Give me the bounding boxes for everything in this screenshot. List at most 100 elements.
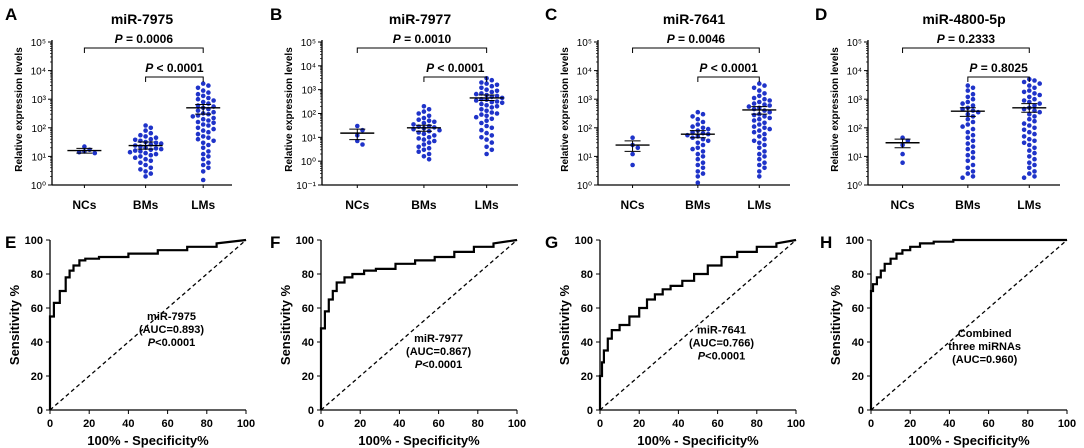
y-tick-label: 10⁴ xyxy=(301,62,316,73)
data-point xyxy=(92,150,98,156)
data-point xyxy=(1032,169,1037,174)
data-point xyxy=(484,130,489,136)
data-point xyxy=(762,154,767,159)
data-point xyxy=(1021,175,1027,180)
data-point xyxy=(1021,127,1027,133)
data-point xyxy=(206,160,211,165)
y-tick-label: 10⁰ xyxy=(301,157,316,168)
data-point xyxy=(1032,103,1037,108)
data-point xyxy=(148,147,154,153)
panel-letter: E xyxy=(5,233,16,252)
p-value: < 0.0001 xyxy=(153,61,204,75)
x-tick-label: 40 xyxy=(943,418,955,430)
data-point xyxy=(1027,111,1032,117)
x-tick-label: 0 xyxy=(318,418,324,430)
y-tick-label: 10¹ xyxy=(302,133,317,144)
data-point xyxy=(762,83,767,88)
data-point xyxy=(421,115,427,121)
data-point xyxy=(751,112,757,118)
data-point xyxy=(1027,83,1032,88)
y-tick-label: 20 xyxy=(852,371,864,383)
data-point xyxy=(416,111,422,116)
data-point xyxy=(484,151,489,157)
data-point xyxy=(143,128,148,133)
data-point xyxy=(1032,162,1037,168)
data-point xyxy=(206,101,211,106)
data-point xyxy=(479,101,484,107)
data-point xyxy=(762,165,767,171)
p-value-label: P = 0.0006 xyxy=(115,32,174,46)
data-point xyxy=(426,145,432,151)
data-point xyxy=(1032,85,1037,91)
y-tick-label: 10² xyxy=(32,124,47,135)
x-tick-label: 60 xyxy=(161,418,173,430)
data-point xyxy=(489,147,495,153)
data-point xyxy=(489,110,495,115)
data-point xyxy=(195,91,201,97)
data-point xyxy=(695,156,701,162)
data-point xyxy=(211,109,216,115)
data-point xyxy=(153,151,159,157)
data-point xyxy=(757,99,762,105)
x-category-label: NCs xyxy=(345,198,369,212)
y-tick-label: 10³ xyxy=(302,86,317,97)
data-point xyxy=(484,118,489,123)
y-tick-label: 10³ xyxy=(32,95,47,106)
roc-annotation-line: (AUC=0.960) xyxy=(952,354,1017,366)
p-value-label: P = 0.0010 xyxy=(393,32,452,46)
data-point xyxy=(762,125,767,131)
data-point xyxy=(762,114,767,119)
data-point xyxy=(695,151,701,157)
data-point xyxy=(757,169,762,174)
x-category-label: LMs xyxy=(191,198,215,212)
data-point xyxy=(158,141,164,146)
data-point xyxy=(700,149,706,154)
data-point xyxy=(695,109,701,115)
data-point xyxy=(82,144,87,149)
panel-title: miR-7641 xyxy=(663,11,725,27)
data-point xyxy=(195,125,201,131)
y-tick-label: 10⁴ xyxy=(577,67,592,78)
significance-bracket xyxy=(423,76,488,82)
data-point xyxy=(200,81,206,86)
data-point xyxy=(965,83,971,88)
data-point xyxy=(138,132,143,138)
data-point xyxy=(705,126,711,132)
x-tick-label: 0 xyxy=(868,418,874,430)
y-tick-label: 10⁵ xyxy=(577,38,592,49)
data-point xyxy=(970,96,976,102)
data-point xyxy=(1037,81,1042,86)
data-point xyxy=(421,154,427,159)
roc-panel-e: E 0 20 40 60 80 100 0 20 40 60 80 100 100% - Specific… xyxy=(5,233,255,448)
data-point xyxy=(200,145,206,151)
data-point xyxy=(1027,171,1032,176)
data-point xyxy=(489,77,495,83)
p-value: = 0.0010 xyxy=(401,32,452,46)
y-tick-label: 20 xyxy=(581,371,593,383)
roc-panel-g: G 0 20 40 60 80 100 0 20 40 60 80 100 100% - Specific… xyxy=(545,233,805,448)
data-point xyxy=(489,83,495,89)
data-point xyxy=(426,157,432,162)
data-point xyxy=(484,144,489,150)
data-point xyxy=(432,119,437,125)
data-point xyxy=(700,165,706,171)
data-point xyxy=(1032,131,1037,137)
data-point xyxy=(690,124,695,129)
data-point xyxy=(630,151,635,157)
data-point xyxy=(421,142,427,147)
x-axis-label: 100% - Specificity% xyxy=(358,433,480,448)
data-point xyxy=(206,154,211,159)
x-category-label: NCs xyxy=(72,198,96,212)
y-tick-label: 60 xyxy=(302,303,314,315)
data-point xyxy=(416,117,422,122)
x-tick-label: 100 xyxy=(508,418,526,430)
data-point xyxy=(484,103,489,108)
data-point xyxy=(960,124,965,129)
data-point xyxy=(211,98,216,103)
data-point xyxy=(762,102,767,107)
data-point xyxy=(690,146,695,152)
data-point xyxy=(200,151,206,157)
data-point xyxy=(1032,145,1037,151)
